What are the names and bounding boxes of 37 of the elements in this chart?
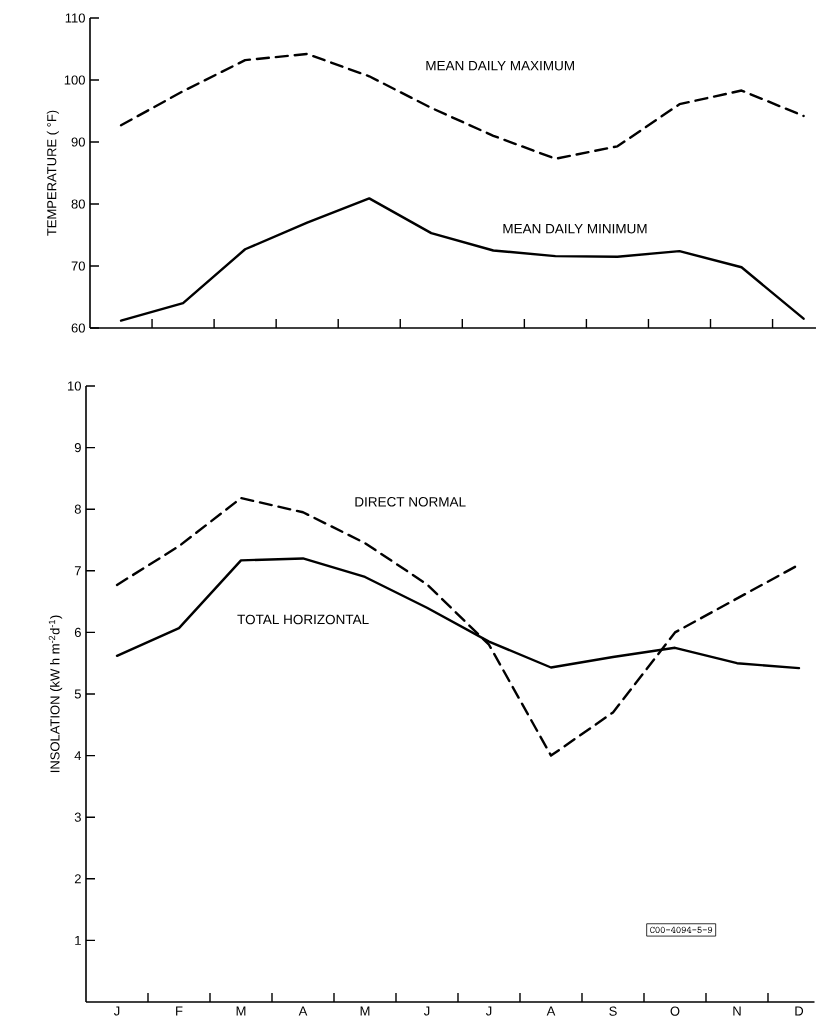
x-tick-label: M xyxy=(236,1006,246,1016)
x-tick-label: A xyxy=(546,1006,556,1016)
y-tick-label: 5 xyxy=(74,689,81,699)
x-tick-label: J xyxy=(423,1006,430,1016)
y-tick-label: 100 xyxy=(64,75,85,85)
y-tick-label: 10 xyxy=(67,381,81,391)
y-tick-label: 7 xyxy=(74,566,81,576)
series-label: MEAN DAILY MINIMUM xyxy=(503,224,647,234)
y-axis-title: TEMPERATURE ( °F) xyxy=(46,110,59,236)
y-tick-label: 70 xyxy=(71,261,85,271)
text: DIRECT NORMAL xyxy=(355,497,466,507)
x-tick-label: F xyxy=(176,1006,183,1016)
y-tick-label: 2 xyxy=(74,874,81,884)
x-tick-label: J xyxy=(485,1006,492,1016)
x-tick-label: S xyxy=(609,1006,617,1016)
y-tick-label: 3 xyxy=(74,812,81,822)
x-tick-label: D xyxy=(795,1006,804,1016)
x-tick-label: O xyxy=(670,1006,680,1016)
x-tick-label: N xyxy=(733,1006,741,1016)
line-series xyxy=(119,52,805,160)
y-tick-label: 4 xyxy=(74,751,82,761)
y-tick-label: 110 xyxy=(65,13,85,23)
text: TOTAL HORIZONTAL xyxy=(237,614,369,625)
y-tick-label: 6 xyxy=(74,627,81,637)
text: MEAN DAILY MAXIMUM xyxy=(426,61,574,71)
x-tick-label: A xyxy=(298,1006,308,1016)
x-tick-label: M xyxy=(360,1006,370,1016)
x-tick-label: J xyxy=(113,1006,120,1016)
y-tick-label: 60 xyxy=(71,323,85,333)
annotation: C00-4094-5-9 xyxy=(650,926,713,934)
y-tick-label: 90 xyxy=(71,137,85,147)
y-tick-label: 1 xyxy=(75,935,81,945)
y-tick-label: 80 xyxy=(71,199,85,209)
y-tick-label: 9 xyxy=(74,442,81,453)
y-tick-label: 8 xyxy=(74,504,81,514)
line-series xyxy=(119,197,805,322)
y-axis-title: INSOLATION (kW h m$^{-2}$d$^{-1}$) xyxy=(48,615,63,773)
